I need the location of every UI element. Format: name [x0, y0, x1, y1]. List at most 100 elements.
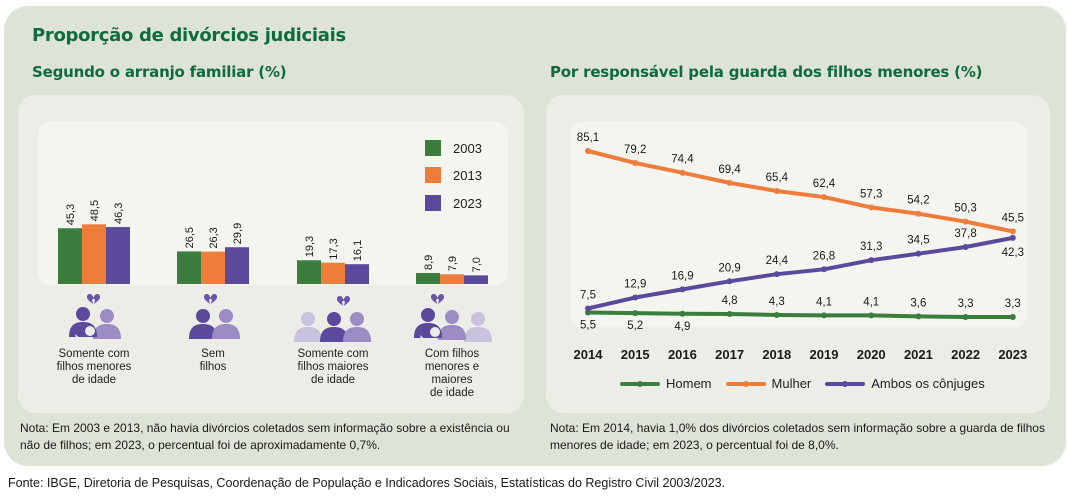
point-value-label: 50,3	[954, 203, 976, 215]
bar-value-label: 7,0	[471, 257, 483, 272]
legend-item-mulher: Mulher	[725, 376, 812, 391]
x-tick-label: 2023	[998, 347, 1027, 362]
point-value-label: 69,4	[718, 164, 741, 176]
point-value-label: 34,5	[907, 235, 929, 247]
category-label: Somente com filhos menores de idade	[56, 348, 132, 386]
data-point	[1009, 234, 1016, 241]
right-subtitle: Por responsável pela guarda dos filhos m…	[550, 63, 983, 81]
point-value-label: 79,2	[624, 144, 646, 156]
legend-item-2013: 2013	[425, 167, 482, 183]
left-note: Nota: Em 2003 e 2013, não havia divórcio…	[20, 421, 510, 452]
x-tick-label: 2019	[810, 347, 839, 362]
point-value-label: 3,6	[910, 297, 926, 309]
x-tick-label: 2018	[762, 347, 791, 362]
bar-2003-0	[58, 228, 82, 284]
broken-heart-parent-with-baby-partner-and-adult-child-icon	[414, 294, 492, 344]
data-point	[821, 194, 827, 201]
x-tick-label: 2022	[951, 347, 980, 362]
bar-value-label: 7,9	[447, 256, 459, 271]
bar-value-label: 19,3	[304, 236, 316, 257]
bar-2013-1	[201, 251, 225, 284]
data-point	[679, 169, 686, 176]
data-point	[962, 243, 969, 250]
category-label: Com filhos menores e maiores de idade	[424, 348, 480, 399]
legend-label: Mulher	[771, 376, 812, 391]
data-point	[821, 312, 827, 319]
x-tick-label: 2021	[904, 347, 933, 362]
bar-2003-1	[177, 251, 201, 284]
bar-value-label: 26,5	[184, 227, 196, 248]
point-value-label: 62,4	[813, 178, 836, 190]
point-value-label: 5,5	[580, 320, 596, 332]
x-tick-label: 2017	[715, 347, 744, 362]
legend-item-2023: 2023	[425, 195, 482, 211]
data-point	[585, 148, 591, 154]
data-point	[915, 210, 922, 217]
data-point	[773, 271, 780, 278]
legend-line-mulher	[725, 380, 766, 387]
data-point	[962, 314, 969, 320]
data-point	[679, 286, 686, 293]
point-value-label: 26,8	[813, 250, 835, 262]
legend-label: 2013	[453, 167, 482, 183]
point-value-label: 37,8	[954, 228, 976, 240]
point-value-label: 57,3	[860, 188, 882, 200]
bar-value-label: 8,9	[423, 255, 435, 270]
bar-value-label: 46,3	[113, 203, 125, 224]
category-label: Sem filhos	[199, 348, 227, 373]
line-mulher	[586, 149, 1015, 234]
bar-2003-3	[416, 273, 440, 284]
point-value-label: 3,3	[958, 298, 974, 310]
legend-item-2003: 2003	[425, 140, 482, 156]
data-point	[632, 159, 639, 166]
line-homem	[586, 310, 1015, 319]
point-value-label: 42,3	[1002, 247, 1024, 259]
bar-2003-2	[297, 260, 321, 284]
main-title: Proporção de divórcios judiciais	[32, 25, 346, 46]
bar-value-label: 29,9	[232, 223, 244, 244]
data-point	[585, 305, 591, 312]
line-plot-area	[570, 122, 1027, 327]
data-point	[962, 218, 969, 225]
point-value-label: 20,9	[718, 262, 740, 274]
point-value-label: 12,9	[624, 279, 646, 291]
legend-swatch-2023	[425, 195, 441, 211]
data-point	[773, 187, 780, 194]
bar-value-label: 48,5	[89, 200, 101, 221]
point-value-label: 31,3	[860, 241, 882, 253]
x-tick-label: 2014	[574, 347, 604, 362]
legend-item-ambos: Ambos os cônjuges	[825, 376, 985, 391]
point-value-label: 4,1	[816, 296, 832, 308]
bar-2013-2	[321, 262, 345, 284]
point-value-label: 45,5	[1002, 212, 1024, 224]
legend-label: Homem	[666, 376, 712, 391]
source-note: Fonte: IBGE, Diretoria de Pesquisas, Coo…	[8, 476, 726, 490]
bar-2023-2	[345, 264, 369, 284]
bar-2013-0	[82, 224, 106, 284]
broken-heart-parent-with-baby-and-partner-icon	[69, 294, 121, 343]
data-point	[679, 310, 686, 317]
data-point	[632, 294, 639, 301]
data-point	[726, 179, 733, 186]
x-tick-label: 2020	[857, 347, 886, 362]
bar-2013-3	[440, 274, 464, 284]
legend-label: 2003	[453, 140, 482, 156]
point-value-label: 65,4	[766, 172, 789, 184]
point-value-label: 74,4	[671, 154, 694, 166]
legend-label: Ambos os cônjuges	[871, 376, 985, 391]
data-point	[821, 266, 827, 273]
point-value-label: 7,5	[580, 289, 596, 301]
bar-value-label: 17,3	[328, 238, 340, 259]
bar-2023-3	[464, 275, 488, 284]
point-value-label: 4,8	[722, 295, 738, 307]
category-label: Somente com filhos maiores de idade	[297, 348, 369, 386]
data-point	[1009, 314, 1016, 320]
point-value-label: 4,9	[674, 321, 690, 333]
x-tick-label: 2016	[668, 347, 697, 362]
bar-value-label: 16,1	[352, 240, 364, 261]
right-note: Nota: Em 2014, havia 1,0% dos divórcios …	[550, 421, 1045, 452]
left-subtitle: Segundo o arranjo familiar (%)	[32, 63, 287, 81]
